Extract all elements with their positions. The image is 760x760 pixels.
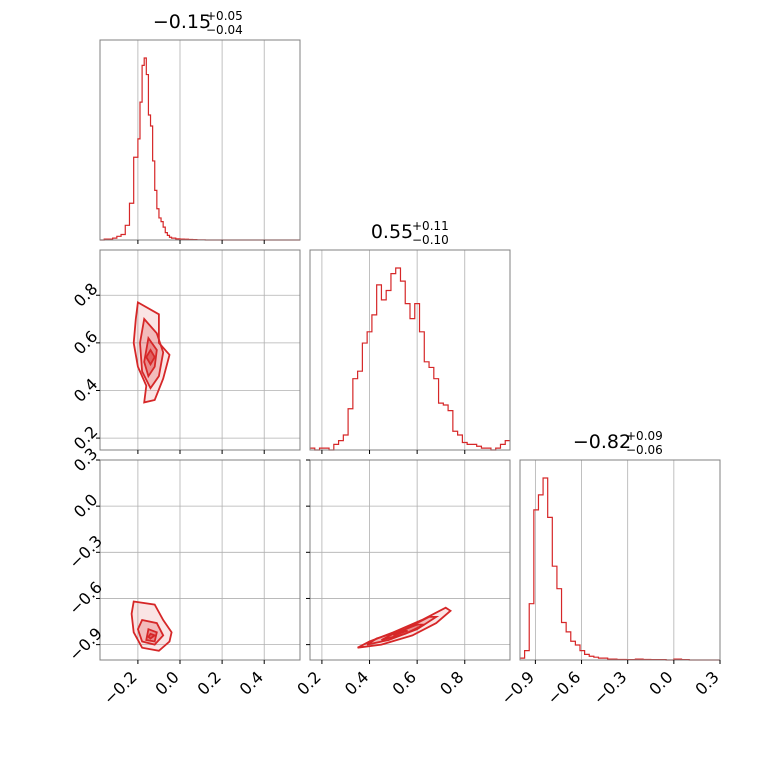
x-tick-label: 0.3: [691, 667, 722, 698]
histogram-0: [100, 57, 300, 241]
x-tick-label: −0.6: [543, 667, 584, 708]
density-contour-level-2: [136, 618, 165, 646]
axes-frame: [99, 249, 301, 451]
axes-frame: [309, 459, 511, 661]
axes-frame: [309, 249, 511, 451]
x-tick-label: 0.2: [293, 667, 324, 698]
x-tick-label: −0.3: [590, 667, 631, 708]
axes-frame: [99, 39, 301, 241]
scatter-panel-2: 0.2 0.4 0.6 0.8: [293, 459, 511, 699]
scatter-panel-0: 0.20.40.60.8: [70, 249, 301, 454]
density-contours: [357, 606, 452, 649]
histogram-2: [520, 477, 720, 661]
panel-title-upper-error-0: +0.05: [206, 9, 243, 23]
panel-title-lower-error-2: −0.06: [626, 443, 663, 457]
panel-title-upper-error-2: +0.09: [626, 429, 663, 443]
axes-frame: [99, 459, 301, 661]
x-tick-label: 0.4: [236, 667, 267, 698]
panel-title-0: −0.15: [153, 11, 211, 33]
y-tick-label: 0.6: [70, 327, 101, 358]
density-contours: [130, 600, 173, 652]
panel-title-2: −0.82: [573, 431, 631, 453]
y-tick-label: 0.4: [70, 374, 101, 405]
hist-panel-0: −0.15+0.05−0.04: [99, 9, 301, 244]
histogram-1: [310, 267, 510, 451]
x-tick-label: −0.9: [497, 667, 538, 708]
hist-panel-1: 0.55+0.11−0.10: [309, 219, 511, 454]
panel-title-upper-error-1: +0.11: [412, 219, 449, 233]
panel-title-lower-error-0: −0.04: [206, 23, 243, 37]
hist-panel-2: −0.82+0.09−0.06 −0.9 −0.6 −0.3 0.0 0.3: [497, 429, 723, 708]
scatter-panel-1: −0.2 0.0 0.2 0.4−0.9−0.6−0.30.00.3: [65, 444, 301, 708]
x-tick-label: −0.2: [100, 667, 141, 708]
y-tick-label: 0.8: [70, 279, 101, 310]
density-contour-level-4: [145, 348, 156, 367]
x-tick-label: 0.0: [151, 667, 182, 698]
x-tick-label: 0.4: [341, 667, 372, 698]
density-contour-level-4: [147, 632, 157, 640]
y-tick-label: 0.0: [70, 490, 101, 521]
x-tick-label: 0.0: [645, 667, 676, 698]
x-tick-label: 0.2: [194, 667, 225, 698]
x-tick-label: 0.8: [436, 667, 467, 698]
x-tick-label: 0.6: [389, 667, 420, 698]
density-contour-level-3: [143, 335, 158, 379]
panel-title-1: 0.55: [371, 221, 413, 243]
density-contour-level-4: [392, 629, 408, 637]
axes-frame: [519, 459, 721, 661]
density-contours: [132, 300, 171, 404]
y-tick-label: 0.3: [70, 444, 101, 475]
panel-title-lower-error-1: −0.10: [412, 233, 449, 247]
